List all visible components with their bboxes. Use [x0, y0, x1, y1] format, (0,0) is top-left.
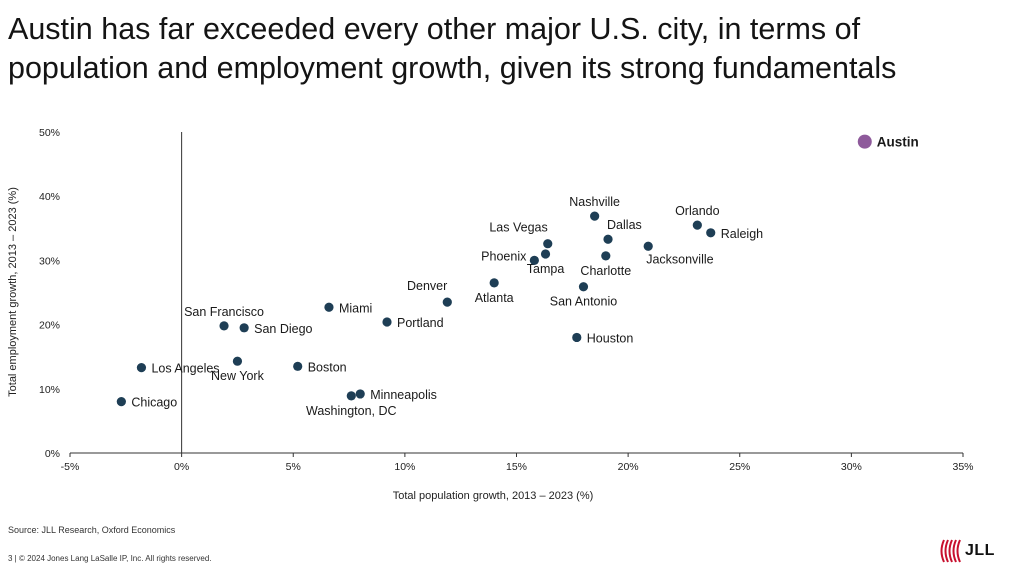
- y-tick-label: 10%: [39, 384, 60, 396]
- point-label: Las Vegas: [489, 221, 547, 235]
- point-label: Miami: [339, 301, 372, 315]
- logo-text: JLL: [965, 542, 995, 559]
- jll-logo-icon: [940, 539, 961, 563]
- point-label: Washington, DC: [306, 404, 397, 418]
- point-denver: [442, 297, 452, 307]
- point-label: Chicago: [131, 396, 177, 410]
- point-label: Atlanta: [475, 291, 514, 305]
- point-san-diego: [239, 323, 249, 333]
- point-dallas: [603, 234, 613, 244]
- jll-logo: JLL: [940, 537, 995, 565]
- point-label: Dallas: [607, 218, 642, 232]
- point-label: Austin: [877, 135, 919, 150]
- point-label: Houston: [587, 331, 634, 345]
- point-boston: [293, 361, 303, 371]
- y-axis-label: Total employment growth, 2013 – 2023 (%): [7, 187, 19, 397]
- point-label: San Diego: [254, 322, 312, 336]
- x-tick-label: 5%: [286, 461, 301, 473]
- point-minneapolis: [355, 389, 365, 399]
- point-label: Charlotte: [580, 264, 631, 278]
- point-label: Raleigh: [721, 227, 763, 241]
- point-chicago: [116, 397, 126, 407]
- y-tick-label: 30%: [39, 255, 60, 267]
- x-tick-label: 30%: [841, 461, 862, 473]
- x-tick-label: 15%: [506, 461, 527, 473]
- point-label: Tampa: [527, 262, 565, 276]
- y-tick-label: 40%: [39, 191, 60, 203]
- point-nashville: [590, 211, 600, 221]
- point-label: San Antonio: [550, 295, 617, 309]
- slide-title-line-1: Austin has far exceeded every other majo…: [8, 12, 861, 46]
- copyright-footer: 3 | © 2024 Jones Lang LaSalle IP, Inc. A…: [8, 554, 212, 563]
- point-label: San Francisco: [184, 305, 264, 319]
- x-axis-label: Total population growth, 2013 – 2023 (%): [393, 490, 594, 502]
- chart-axes: -5% 0% 5% 10% 15% 20% 25% 30% 35%0%10%20%30%40%5…: [39, 127, 974, 473]
- slide-title-line-2: population and employment growth, given …: [8, 51, 897, 85]
- point-label: Nashville: [569, 195, 620, 209]
- point-atlanta: [489, 278, 499, 288]
- point-label: New York: [211, 369, 265, 383]
- source-note: Source: JLL Research, Oxford Economics: [8, 525, 176, 535]
- point-miami: [324, 302, 334, 312]
- point-label: Boston: [308, 360, 347, 374]
- point-label: Minneapolis: [370, 388, 437, 402]
- point-charlotte: [601, 251, 611, 261]
- point-label: Phoenix: [481, 249, 527, 263]
- x-tick-label: 20%: [618, 461, 639, 473]
- point-los-angeles: [136, 363, 147, 373]
- point-houston: [572, 332, 582, 343]
- point-orlando: [692, 220, 702, 230]
- point-las-vegas: [543, 239, 553, 249]
- point-washington-dc: [346, 391, 356, 401]
- y-tick-label: 50%: [39, 127, 60, 139]
- slide-title: Austin has far exceeded every other majo…: [8, 10, 1008, 88]
- point-raleigh: [706, 228, 716, 238]
- point-label: Los Angeles: [151, 362, 219, 376]
- point-san-antonio: [578, 282, 589, 292]
- x-tick-label: 35%: [952, 461, 973, 473]
- point-jacksonville: [643, 241, 653, 251]
- point-portland: [382, 317, 392, 327]
- point-san-francisco: [219, 321, 229, 331]
- x-tick-label: 10%: [394, 461, 415, 473]
- point-label: Portland: [397, 316, 444, 330]
- point-label: Denver: [407, 279, 447, 293]
- point-label: Orlando: [675, 204, 720, 218]
- point-label: Jacksonville: [646, 252, 713, 266]
- x-tick-label: 0%: [174, 461, 189, 473]
- point-phoenix: [529, 255, 539, 265]
- x-tick-label: -5%: [61, 461, 80, 473]
- point-tampa: [540, 249, 551, 259]
- point-austin: [857, 134, 872, 149]
- y-tick-label: 0%: [45, 448, 60, 460]
- x-tick-label: 25%: [729, 461, 750, 473]
- y-tick-label: 20%: [39, 320, 60, 332]
- point-new-york: [232, 356, 243, 366]
